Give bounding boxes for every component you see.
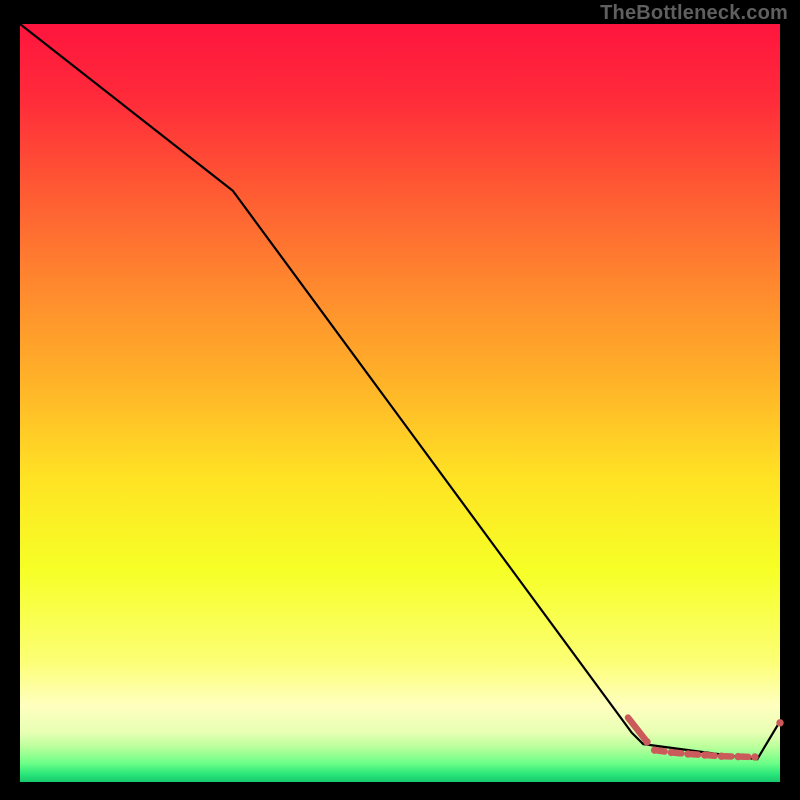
watermark-text: TheBottleneck.com (600, 2, 788, 25)
overlay-end-marker (776, 719, 783, 726)
overlay-tail-end-marker (643, 738, 650, 745)
overlay-dash-segment (658, 751, 665, 752)
plot-background (20, 24, 780, 782)
chart-svg (0, 0, 800, 800)
overlay-dash-marker (751, 753, 758, 760)
overlay-dash-segment (674, 753, 681, 754)
chart-stage: TheBottleneck.com (0, 0, 800, 800)
